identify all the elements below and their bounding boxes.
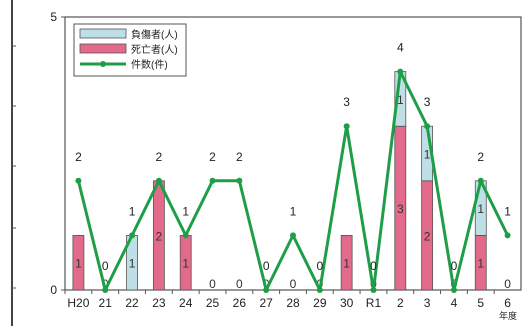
x-axis-unit: 年度 (499, 310, 517, 321)
bar-value-label: 0 (236, 277, 243, 291)
line-point (370, 287, 377, 293)
x-tick-label: 23 (152, 296, 166, 310)
bar-value-label: 1 (397, 93, 404, 107)
bar-value-label: 1 (75, 257, 82, 271)
line-point (504, 232, 511, 239)
x-tick-label: 4 (451, 296, 458, 310)
line-value-label: 1 (129, 204, 136, 218)
line-point (102, 287, 109, 293)
legend-label: 死亡者(人) (131, 43, 178, 56)
x-tick-label: 24 (179, 296, 193, 310)
line-value-label: 0 (370, 259, 377, 273)
line-value-label: 1 (504, 204, 511, 218)
bar-value-label: 0 (263, 277, 270, 291)
bar-value-label: 2 (424, 229, 431, 243)
bar-value-label: 1 (182, 257, 189, 271)
bar-value-label: 1 (343, 257, 350, 271)
bar-deaths (340, 234, 353, 291)
x-tick-label: 22 (125, 296, 139, 310)
line-point (236, 177, 243, 184)
line-value-label: 2 (209, 150, 216, 164)
bar-value-label: 0 (290, 277, 297, 291)
line-point (477, 177, 484, 184)
line-value-label: 1 (290, 204, 297, 218)
x-tick-label: 6 (504, 296, 511, 310)
x-tick-label: 25 (206, 296, 220, 310)
x-tick-label: H20 (67, 296, 89, 310)
bar-value-label: 0 (504, 277, 511, 291)
legend: 負傷者(人) 死亡者(人) 件数(件) (73, 23, 187, 77)
line-point (450, 287, 457, 293)
x-tick-label: 27 (259, 296, 273, 310)
line-value-label: 2 (156, 150, 163, 164)
line-value-label: 1 (182, 204, 189, 218)
plot-border (64, 16, 522, 291)
x-tick-label: 29 (313, 296, 327, 310)
bar-value-label: 2 (156, 229, 163, 243)
line-value-label: 0 (316, 259, 323, 273)
line-point (75, 177, 82, 184)
line-value-label: 4 (397, 41, 404, 55)
outer-frame-ticks (12, 45, 16, 289)
x-tick-label: R1 (366, 296, 382, 310)
legend-swatch (79, 28, 127, 39)
line-value-label: 0 (102, 259, 109, 273)
bar-value-label: 1 (477, 202, 484, 216)
bar-value-label: 1 (129, 257, 136, 271)
bar-value-label: 0 (209, 277, 216, 291)
x-tick-label: 5 (477, 296, 484, 310)
line-value-label: 2 (236, 150, 243, 164)
line-value-label: 2 (75, 150, 82, 164)
x-tick-label: 3 (424, 296, 431, 310)
bar-deaths (72, 234, 85, 291)
x-tick-label: 26 (233, 296, 247, 310)
line-value-label: 0 (263, 259, 270, 273)
line-point (155, 177, 162, 184)
line-point (263, 287, 270, 293)
line-point (182, 232, 189, 239)
line-point (209, 177, 216, 184)
y-tick-label: 0 (50, 283, 57, 297)
bar-value-label: 1 (424, 148, 431, 162)
bar-value-label: 0 (102, 277, 109, 291)
x-tick-label: 28 (286, 296, 300, 310)
line-value-label: 3 (343, 95, 350, 109)
bar-value-label: 3 (397, 202, 404, 216)
legend-marker (100, 61, 106, 67)
bar-value-label: 1 (477, 257, 484, 271)
x-tick-label: 21 (99, 296, 113, 310)
y-tick-label: 5 (50, 10, 57, 24)
line-point (424, 123, 431, 130)
line-point (129, 232, 136, 239)
line-value-label: 3 (424, 95, 431, 109)
legend-swatch (79, 43, 127, 54)
line-value-label: 2 (477, 150, 484, 164)
x-tick-label: 30 (340, 296, 354, 310)
legend-label: 負傷者(人) (131, 28, 178, 41)
line-point (316, 287, 323, 293)
legend-label: 件数(件) (131, 58, 168, 71)
x-tick-label: 2 (397, 296, 404, 310)
line-count (76, 70, 509, 292)
line-value-label: 0 (451, 259, 458, 273)
line-point (290, 232, 296, 239)
line-point (397, 68, 404, 75)
line-point (343, 123, 350, 130)
